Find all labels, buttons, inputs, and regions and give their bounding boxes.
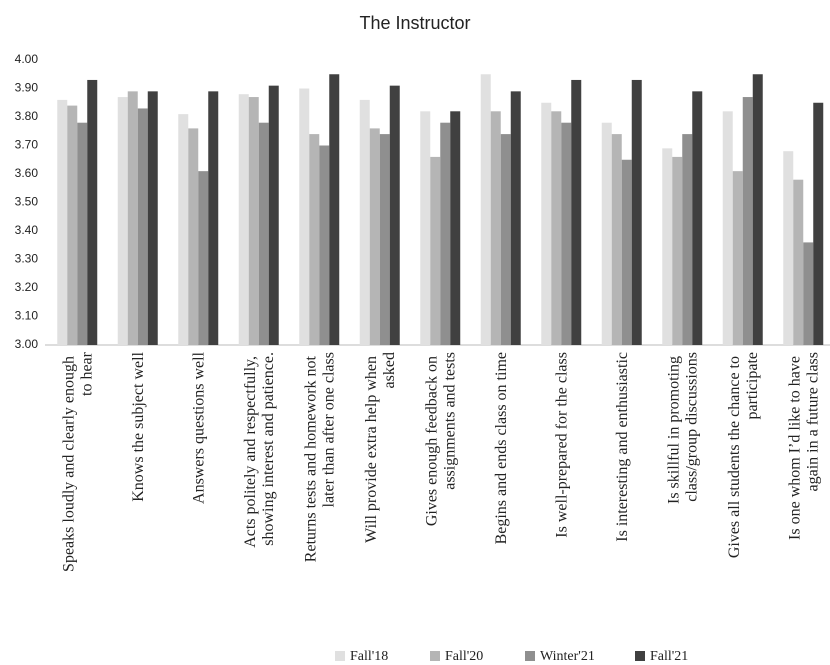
bar (561, 122, 572, 345)
legend-label: Fall'20 (445, 649, 483, 664)
bar (268, 85, 279, 346)
bar (87, 79, 98, 345)
bar (359, 99, 370, 346)
bar (198, 171, 209, 345)
bar (803, 242, 814, 345)
x-tick-label: Is interesting and enthusiastic (614, 352, 631, 542)
bar (813, 102, 824, 345)
bar (783, 151, 794, 345)
legend-label: Fall'18 (350, 649, 388, 664)
x-tick-label: Is skillful in promoting class/group dis… (665, 352, 700, 504)
y-tick-label: 3.70 (15, 138, 39, 152)
y-tick-label: 3.30 (15, 252, 39, 266)
bar (571, 79, 582, 345)
bar (57, 99, 68, 346)
x-tick-label: Acts politely and respectfully, showing … (242, 352, 277, 548)
bar (258, 122, 269, 345)
bar (117, 97, 128, 345)
bar (490, 111, 501, 345)
bar (793, 179, 804, 345)
bar (742, 97, 753, 345)
y-tick-label: 3.80 (15, 109, 39, 123)
y-tick-label: 3.60 (15, 166, 39, 180)
bar (238, 94, 249, 345)
bar (752, 74, 763, 345)
x-tick-label: Is well-prepared for the class (553, 352, 570, 538)
x-tick-label: Gives all students the chance to partici… (726, 352, 761, 558)
legend-swatch (525, 651, 535, 661)
bar (430, 156, 441, 345)
x-tick-label: Will provide extra help when asked (363, 352, 398, 543)
bar (611, 134, 622, 345)
bar (500, 134, 511, 345)
y-tick-label: 3.20 (15, 280, 39, 294)
bar (329, 74, 340, 345)
bar (450, 111, 461, 345)
bar (732, 171, 743, 345)
bar (188, 128, 199, 345)
legend-swatch (335, 651, 345, 661)
x-tick-label: Begins and ends class on time (493, 352, 510, 544)
legend-label: Fall'21 (650, 649, 688, 664)
bar (420, 111, 431, 345)
bar (631, 79, 642, 345)
y-tick-label: 3.40 (15, 223, 39, 237)
bar (672, 156, 683, 345)
bar (248, 97, 259, 345)
x-tick-label: Returns tests and homework not later tha… (302, 352, 337, 562)
x-tick-label: Speaks loudly and clearly enough to hear (60, 351, 95, 572)
bar (510, 91, 521, 345)
bar (621, 159, 632, 345)
y-tick-label: 3.10 (15, 309, 39, 323)
x-tick-label: Gives enough feedback on assignments and… (423, 352, 458, 526)
bar (682, 134, 693, 345)
bar (379, 134, 390, 345)
bar (440, 122, 451, 345)
bar (369, 128, 380, 345)
bar (208, 91, 219, 345)
bar (692, 91, 703, 345)
x-tick-label: Answers questions well (190, 351, 207, 504)
bar (541, 102, 552, 345)
bar (551, 111, 562, 345)
y-tick-label: 4.00 (15, 52, 39, 66)
bar (722, 111, 733, 345)
bar (480, 74, 491, 345)
legend-label: Winter'21 (540, 649, 595, 664)
bar (67, 105, 78, 345)
bar (137, 108, 148, 345)
bar (127, 91, 138, 345)
y-tick-label: 3.50 (15, 195, 39, 209)
chart-title: The Instructor (359, 13, 470, 33)
bar (601, 122, 612, 345)
bar (299, 88, 310, 345)
bar (77, 122, 88, 345)
x-tick-label: Is one whom I’d like to have again in a … (786, 352, 821, 540)
bar (662, 148, 673, 345)
bar (147, 91, 158, 345)
bar (389, 85, 400, 346)
bar (178, 114, 189, 346)
x-tick-label: Knows the subject well (130, 351, 147, 501)
y-tick-label: 3.00 (15, 337, 39, 351)
legend-swatch (430, 651, 440, 661)
legend-swatch (635, 651, 645, 661)
bar (319, 145, 330, 345)
bar (309, 134, 320, 345)
y-tick-label: 3.90 (15, 81, 39, 95)
